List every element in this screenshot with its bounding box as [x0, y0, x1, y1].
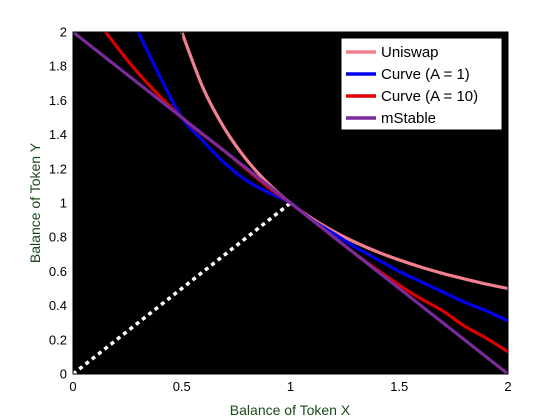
x-tick-label: 1.5 [390, 379, 408, 394]
y-tick-label: 0.8 [49, 230, 67, 245]
y-tick-label: 0 [60, 367, 67, 382]
x-tick-label: 1 [287, 379, 294, 394]
y-tick-label: 1.8 [49, 59, 67, 74]
x-axis-label: Balance of Token X [230, 402, 351, 418]
x-tick-label: 2 [504, 379, 511, 394]
x-tick-label: 0 [69, 379, 76, 394]
y-tick-label: 1.4 [49, 127, 67, 142]
tick-layer: 0 0.5 1 1.5 2 0 0.2 0.4 0.6 0.8 1 1.2 1.4 1.6 1.8 2 [49, 25, 512, 395]
y-tick-label: 0.2 [49, 332, 67, 347]
series-line-uniswap [180, 32, 508, 291]
series-layer [73, 32, 508, 374]
legend-label-mstable: mStable [381, 110, 436, 127]
legend-label-curve-a-1: Curve (A = 1) [381, 66, 470, 83]
y-axis-label: Balance of Token Y [27, 142, 43, 263]
y-tick-label: 1.6 [49, 93, 67, 108]
series-line-mstable [73, 32, 508, 374]
dotted-reference-line [73, 201, 292, 374]
x-tick-label: 0.5 [173, 379, 191, 394]
plot-area [73, 32, 508, 374]
y-tick-label: 0.6 [49, 264, 67, 279]
y-tick-label: 2 [60, 25, 67, 40]
y-tick-label: 0.4 [49, 298, 67, 313]
y-tick-label: 1 [60, 196, 67, 211]
y-tick-label: 1.2 [49, 161, 67, 176]
legend-label-uniswap: Uniswap [381, 44, 439, 61]
legend-label-curve-a-10: Curve (A = 10) [381, 88, 478, 105]
legend: Uniswap Curve (A = 1) Curve (A = 10) mStabl… [340, 37, 503, 131]
